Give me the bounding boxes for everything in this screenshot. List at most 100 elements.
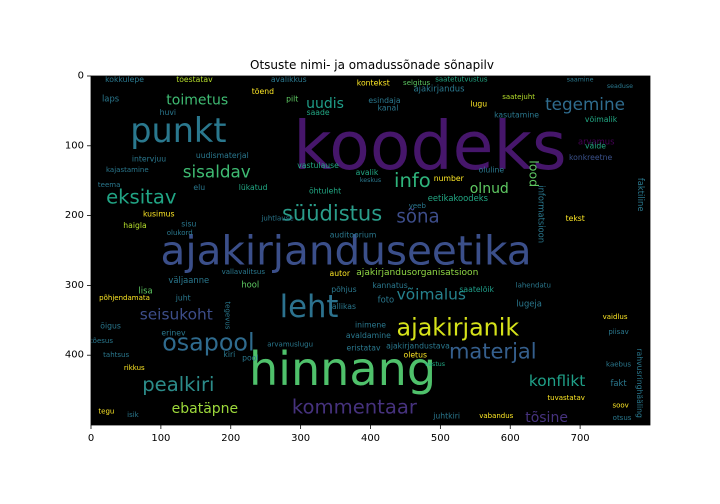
word-14: tegemine [545, 94, 625, 114]
word-41: pilt [286, 95, 298, 104]
word-95: tahtsus [103, 351, 129, 359]
y-tick-label-200: 200 [65, 210, 84, 221]
word-97: fakt [610, 378, 627, 388]
word-55: konkreetne [569, 153, 613, 162]
word-80: lisa [138, 285, 152, 295]
word-16: seisukoht [140, 306, 213, 324]
word-89: oletus [403, 351, 426, 360]
word-92: pool [242, 353, 258, 362]
word-101: isik [127, 411, 140, 419]
word-105: soov [612, 401, 628, 409]
word-2: hinnang [249, 342, 436, 396]
word-111: seaduse [607, 83, 633, 90]
word-50: intervjuu [132, 155, 166, 164]
word-84: erinev [161, 328, 186, 337]
word-73: väljaanne [168, 275, 209, 285]
word-67: haigla [123, 221, 147, 230]
chart-title: Otsuste nimi- ja omadussõnade sõnapilv [250, 58, 494, 72]
word-51: uudismaterjal [196, 151, 249, 160]
word-104: otsus [613, 414, 632, 422]
word-106: kaebus [606, 360, 631, 368]
word-57: number [434, 174, 465, 183]
word-18: võimalus [397, 285, 466, 303]
word-12: info [394, 169, 431, 192]
word-90: vastus [424, 361, 445, 368]
word-65: kusimus [143, 210, 175, 219]
word-5: ajakirjanik [397, 313, 520, 341]
word-8: materjal [449, 340, 537, 364]
x-tick-label-300: 300 [291, 433, 310, 444]
word-60: teema [98, 181, 120, 189]
x-tick-label-400: 400 [361, 433, 380, 444]
plot-background [91, 76, 650, 425]
word-85: tegevus [223, 301, 231, 329]
y-tick-label-100: 100 [65, 140, 84, 151]
y-tick-label-300: 300 [65, 280, 84, 291]
word-25: ajakirjandusorganisatsioon [356, 268, 478, 278]
x-tick-label-700: 700 [571, 433, 590, 444]
word-68: olukord [167, 229, 193, 237]
y-tick-label-400: 400 [65, 350, 84, 361]
x-tick-label-600: 600 [501, 433, 520, 444]
word-49: huvi [160, 108, 176, 117]
word-17: konflikt [529, 372, 585, 390]
word-3: punkt [130, 111, 226, 150]
word-102: juhtkiri [432, 411, 460, 420]
word-34: tõestatav [176, 75, 213, 84]
word-42: esindaja [368, 96, 400, 105]
word-61: elu [193, 183, 205, 192]
word-96: rikkus [124, 364, 145, 372]
word-31: ajakirjandus [413, 84, 464, 94]
word-94: tõesus [90, 337, 113, 345]
word-32: ajakirjandustava [386, 342, 450, 351]
word-58: oluline [479, 166, 505, 175]
word-layer: koodeks ajakirjanduseetika hinnang punkt leh… [90, 75, 646, 426]
word-83: õigus [100, 321, 121, 330]
word-40: tõend [252, 87, 274, 96]
word-28: eetikakoodeks [428, 193, 488, 203]
word-87: avaldamine [346, 331, 391, 340]
word-22: uudis [306, 96, 344, 112]
word-39: laps [102, 93, 119, 103]
word-1: ajakirjanduseetika [161, 227, 532, 275]
word-108: vaidlus [603, 313, 628, 321]
x-tick-label-100: 100 [151, 433, 170, 444]
word-93: arvamuslugu [267, 341, 313, 349]
word-112: saamine [567, 77, 594, 84]
word-27: informatsioon [537, 185, 547, 243]
word-53: avalik [356, 168, 379, 177]
word-10: pealkiri [142, 373, 214, 396]
word-79: foto [378, 294, 394, 304]
x-tick-label-0: 0 [88, 433, 94, 444]
word-77: põhjus [331, 285, 356, 294]
word-15: sisaldav [183, 162, 251, 182]
y-tick-label-0: 0 [78, 71, 84, 82]
word-35: avalikkus [271, 75, 307, 84]
word-47: kasutamine [494, 111, 539, 120]
word-86: inimene [355, 321, 386, 330]
word-63: õhtuleht [309, 187, 341, 196]
axes: 0 100 200 300 400 500 600 700 0 100 200 300 400 [65, 71, 651, 444]
word-7: süüdistus [282, 202, 382, 226]
word-98: tuvastatav [547, 394, 584, 402]
word-78: kannatus [372, 281, 407, 290]
word-75: hool [241, 280, 259, 290]
word-91: kiri [223, 350, 235, 359]
word-21: tõsine [525, 410, 568, 426]
word-56: väide [585, 141, 606, 150]
word-69: juhtlause [260, 214, 293, 222]
word-109: lahendatu [516, 281, 551, 289]
word-43: lugu [470, 99, 487, 108]
word-71: veeb [409, 202, 427, 210]
word-20: ebatäpne [172, 401, 239, 417]
word-36: kontekst [357, 78, 390, 87]
word-100: tegu [98, 408, 114, 416]
word-44: saatejuht [502, 93, 535, 101]
word-48: võimalik [585, 115, 618, 124]
word-64: allikas [332, 302, 356, 311]
word-24: lood [527, 160, 542, 187]
word-30: lugeja [516, 299, 542, 309]
x-tick-label-200: 200 [221, 433, 240, 444]
word-76: autor [330, 269, 351, 278]
